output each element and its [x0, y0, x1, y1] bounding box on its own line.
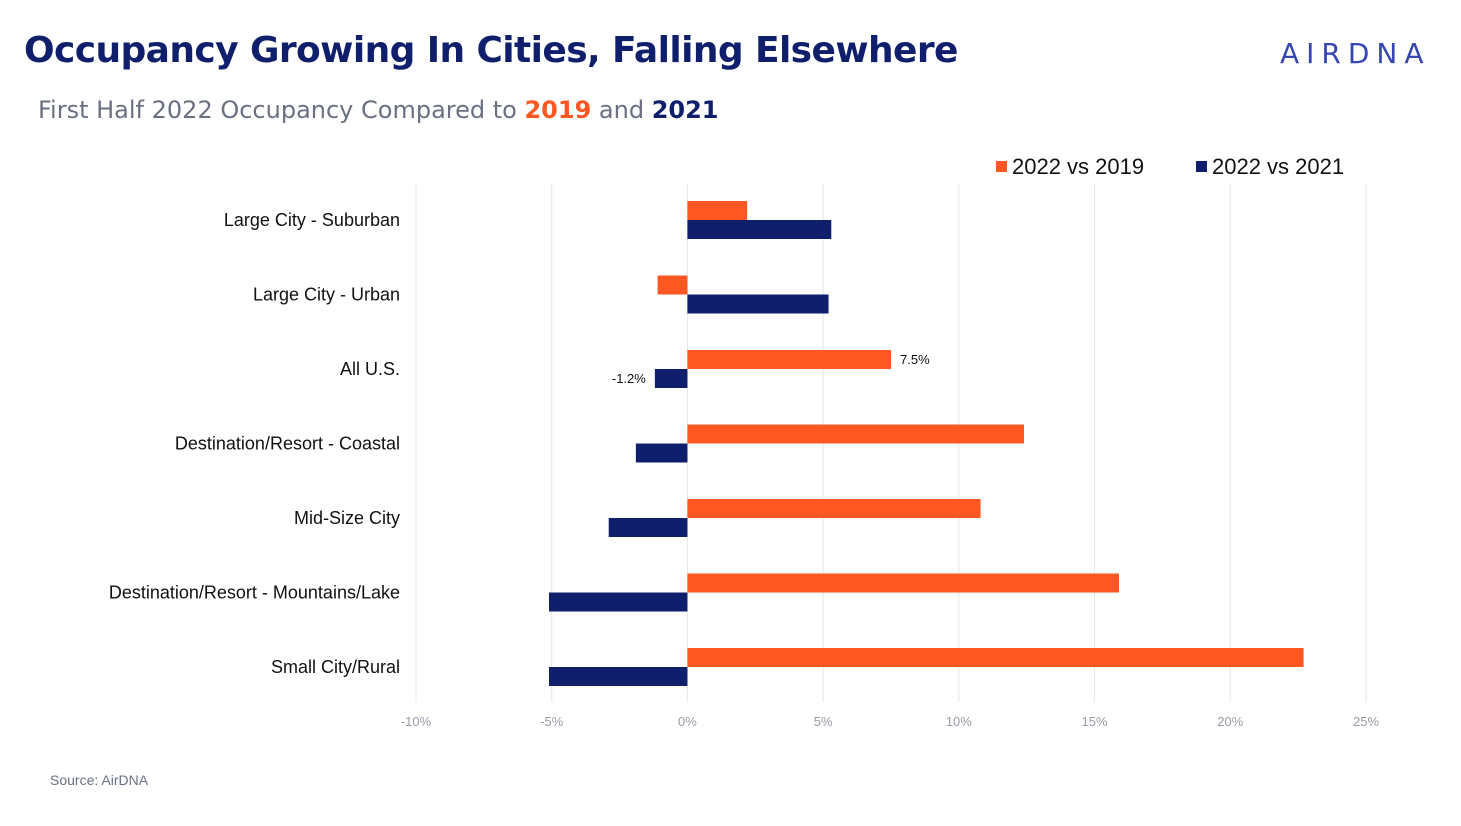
category-label: Large City - Urban [253, 285, 400, 305]
chart-subtitle: First Half 2022 Occupancy Compared to 20… [38, 96, 718, 124]
bar-2022-vs-2021 [549, 592, 688, 612]
legend-swatch [1196, 161, 1207, 172]
x-tick-label: 25% [1353, 714, 1379, 729]
chart-title: Occupancy Growing In Cities, Falling Els… [24, 30, 958, 71]
category-label: Small City/Rural [271, 657, 400, 677]
x-tick-label: 15% [1082, 714, 1108, 729]
category-label: All U.S. [340, 359, 400, 379]
x-tick-label: 10% [946, 714, 972, 729]
bar-2022-vs-2021 [635, 443, 688, 463]
subtitle-year-2021: 2021 [651, 96, 719, 124]
x-tick-label: 20% [1217, 714, 1243, 729]
x-tick-label: -5% [540, 714, 564, 729]
bar-2022-vs-2021 [654, 369, 688, 388]
bar-2022-vs-2019 [687, 201, 748, 220]
data-label: -1.2% [612, 371, 646, 386]
bar-2022-vs-2019 [657, 275, 688, 295]
airdna-logo: AIRDNA [1280, 37, 1431, 70]
data-label: 7.5% [900, 352, 930, 367]
source-note: Source: AirDNA [50, 772, 149, 788]
x-tick-label: 0% [678, 714, 697, 729]
legend-label: 2022 vs 2021 [1212, 154, 1344, 179]
occupancy-bar-chart: -10% -5% 0% 5% 10% 15% 20% 25% Large City - Subu… [109, 154, 1380, 729]
bar-2022-vs-2021 [687, 294, 829, 314]
bar-2022-vs-2019 [687, 648, 1304, 667]
bar-2022-vs-2019 [687, 573, 1119, 593]
x-tick-label: -10% [401, 714, 432, 729]
category-label: Destination/Resort - Mountains/Lake [109, 583, 400, 603]
category-label: Large City - Suburban [224, 210, 400, 230]
legend-swatch [996, 161, 1007, 172]
bar-2022-vs-2021 [549, 667, 688, 686]
bar-2022-vs-2019 [687, 499, 981, 518]
x-tick-label: 5% [814, 714, 833, 729]
legend-label: 2022 vs 2019 [1012, 154, 1144, 179]
category-label: Destination/Resort - Coastal [175, 434, 400, 454]
bar-2022-vs-2021 [608, 518, 688, 537]
category-label: Mid-Size City [294, 508, 400, 528]
bar-2022-vs-2021 [687, 220, 832, 239]
bar-2022-vs-2019 [687, 350, 891, 369]
subtitle-year-2019: 2019 [524, 96, 592, 124]
subtitle-prefix: First Half 2022 Occupancy Compared to [38, 96, 525, 124]
bar-2022-vs-2019 [687, 424, 1024, 444]
subtitle-mid: and [591, 96, 652, 124]
